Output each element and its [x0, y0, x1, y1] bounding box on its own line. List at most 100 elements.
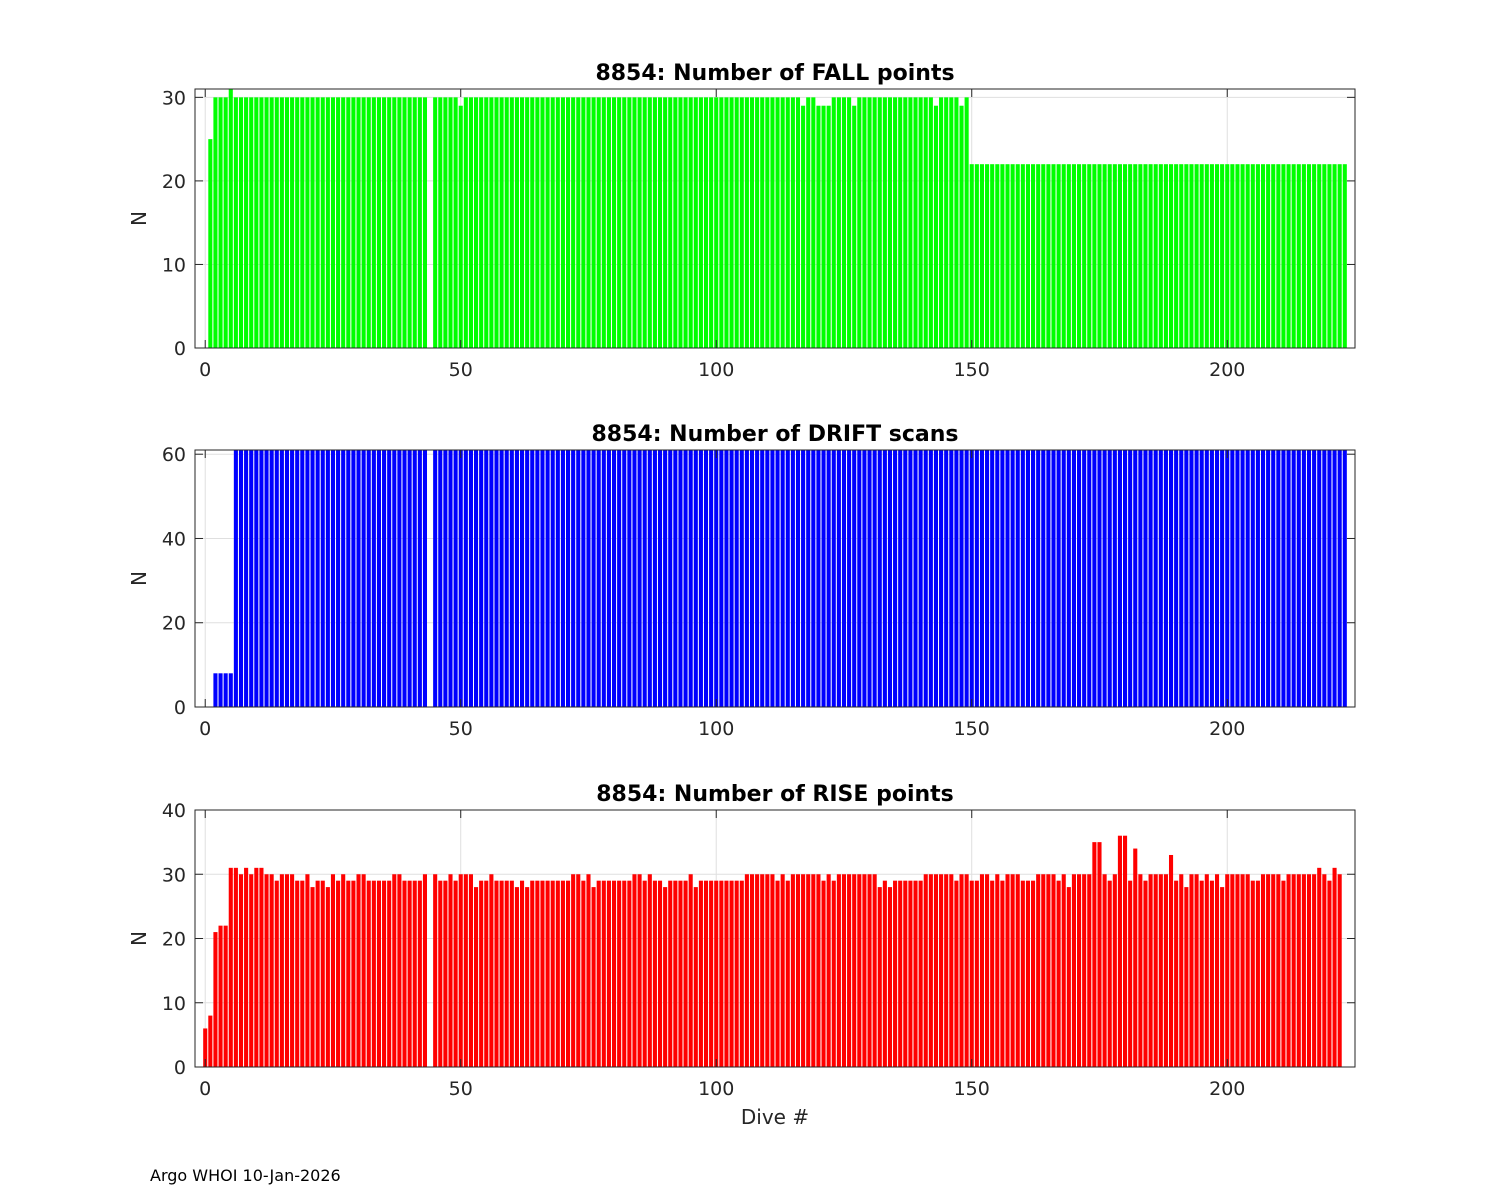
rise-bar-dive-23 [320, 880, 325, 1067]
drift-bar-dive-106 [744, 450, 749, 707]
rise-xtick-label: 200 [1209, 1078, 1245, 1100]
drift-bar-dive-114 [785, 450, 790, 707]
rise-xtick-label: 100 [698, 1078, 734, 1100]
fall-bar-dive-43 [422, 97, 427, 348]
rise-bar-dive-186 [1153, 874, 1158, 1067]
drift-bar-dive-99 [709, 450, 714, 707]
fall-bar-dive-196 [1204, 164, 1209, 348]
fall-bar-dive-16 [284, 97, 290, 348]
fall-bar-dive-13 [269, 97, 274, 348]
fall-bar-dive-175 [1097, 164, 1102, 348]
drift-bar-dive-55 [484, 450, 489, 707]
fall-bar-dive-160 [1020, 164, 1025, 348]
drift-bar-dive-194 [1194, 450, 1199, 707]
fall-bar-dive-140 [918, 97, 923, 348]
drift-bar-dive-149 [964, 450, 969, 707]
drift-bar-dive-111 [770, 450, 775, 707]
rise-bar-dive-222 [1337, 874, 1342, 1067]
drift-bar-dive-61 [514, 450, 519, 707]
fall-bar-dive-52 [468, 97, 473, 348]
fall-bar-dive-148 [959, 105, 964, 349]
drift-bar-dive-39 [402, 450, 407, 707]
drift-bar-dive-27 [341, 450, 346, 707]
fall-bar-dive-104 [734, 97, 739, 348]
rise-bar-dive-98 [703, 880, 709, 1067]
fall-bar-dive-176 [1102, 164, 1107, 348]
drift-bar-dive-126 [847, 450, 852, 707]
rise-bar-dive-137 [903, 880, 908, 1067]
drift-bar-dive-177 [1107, 450, 1112, 707]
fall-bar-dive-76 [591, 97, 596, 348]
fall-bar-dive-47 [443, 97, 448, 348]
drift-bar-dive-29 [351, 450, 356, 707]
drift-bar-dive-137 [903, 450, 908, 707]
fall-bar-dive-22 [315, 97, 320, 348]
drift-bar-dive-207 [1260, 450, 1266, 707]
fall-xtick-label: 0 [199, 359, 211, 381]
drift-bar-dive-86 [642, 450, 647, 707]
rise-bar-dive-79 [606, 880, 611, 1067]
rise-bar-dive-162 [1031, 880, 1036, 1067]
rise-bar-dive-4 [223, 925, 228, 1067]
fall-bar-dive-117 [801, 105, 806, 349]
rise-bar-dive-185 [1148, 874, 1153, 1067]
rise-bar-dive-134 [887, 887, 893, 1067]
rise-bar-dive-103 [729, 880, 734, 1067]
fall-bar-dive-132 [877, 97, 882, 348]
rise-bar-dive-220 [1327, 880, 1332, 1067]
rise-bar-dive-96 [693, 887, 698, 1067]
fall-bar-dive-185 [1148, 164, 1153, 348]
rise-bar-dive-216 [1306, 874, 1312, 1067]
fall-bar-dive-62 [520, 97, 525, 348]
rise-bar-dive-152 [979, 874, 985, 1067]
fall-bar-dive-2 [213, 97, 218, 348]
drift-bar-dive-93 [678, 450, 683, 707]
fall-bar-dive-69 [555, 97, 560, 348]
rise-bar-dive-194 [1194, 874, 1199, 1067]
drift-bar-dive-79 [606, 450, 611, 707]
fall-bar-dive-77 [596, 97, 601, 348]
drift-bar-dive-28 [346, 450, 351, 707]
drift-bar-dive-164 [1041, 450, 1046, 707]
rise-bar-dive-200 [1225, 874, 1230, 1067]
drift-bar-dive-202 [1235, 450, 1240, 707]
fall-bar-dive-33 [371, 97, 376, 348]
fall-bar-dive-9 [249, 97, 254, 348]
fall-bar-dive-110 [765, 97, 770, 348]
rise-bar-dive-16 [284, 874, 290, 1067]
fall-bar-dive-184 [1143, 164, 1148, 348]
rise-ylabel: N [127, 931, 151, 946]
rise-bar-dive-63 [525, 887, 530, 1067]
fall-bar-dive-197 [1209, 164, 1214, 348]
fall-bar-dive-96 [693, 97, 698, 348]
drift-bar-dive-117 [801, 450, 806, 707]
rise-bar-dive-143 [933, 874, 939, 1067]
drift-bar-dive-101 [719, 450, 724, 707]
fall-bar-dive-64 [530, 97, 535, 348]
rise-bar-dive-81 [617, 880, 622, 1067]
fall-bar-dive-73 [576, 97, 581, 348]
fall-bar-dive-159 [1015, 164, 1020, 348]
fall-bar-dive-177 [1107, 164, 1112, 348]
drift-bar-dive-129 [862, 450, 867, 707]
fall-bar-dive-14 [274, 97, 279, 348]
fall-bar-dive-113 [780, 97, 785, 348]
fall-bar-dive-142 [928, 97, 933, 348]
rise-bar-dive-197 [1209, 880, 1214, 1067]
drift-bar-dive-199 [1220, 450, 1225, 707]
rise-bar-dive-161 [1025, 880, 1030, 1067]
fall-bar-dive-79 [606, 97, 611, 348]
rise-bar-dive-156 [1000, 880, 1005, 1067]
fall-bar-dive-167 [1056, 164, 1061, 348]
fall-bar-dive-12 [264, 97, 269, 348]
rise-bar-dive-218 [1317, 867, 1322, 1067]
rise-bar-dive-30 [356, 874, 361, 1067]
fall-bar-dive-18 [295, 97, 300, 348]
rise-bar-dive-60 [509, 880, 514, 1067]
rise-bar-dive-114 [785, 880, 790, 1067]
fall-bar-dive-171 [1077, 164, 1082, 348]
drift-bar-dive-147 [954, 450, 959, 707]
drift-bar-dive-197 [1209, 450, 1214, 707]
fall-bar-dive-109 [760, 97, 765, 348]
drift-bar-dive-181 [1128, 450, 1133, 707]
